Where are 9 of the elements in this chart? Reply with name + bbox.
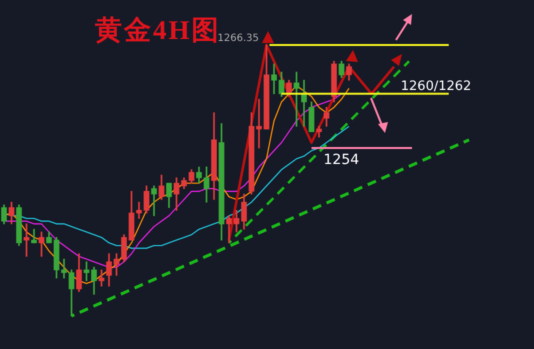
candlestick xyxy=(151,186,157,216)
candlestick xyxy=(38,232,44,257)
annotation: 1260/1262 xyxy=(400,78,472,94)
text: 1266.35 xyxy=(218,33,259,44)
annotation: 1254 xyxy=(324,152,360,168)
candlestick xyxy=(98,270,104,287)
candlestick xyxy=(294,72,300,127)
candlestick xyxy=(24,224,30,257)
candlestick xyxy=(31,228,37,244)
